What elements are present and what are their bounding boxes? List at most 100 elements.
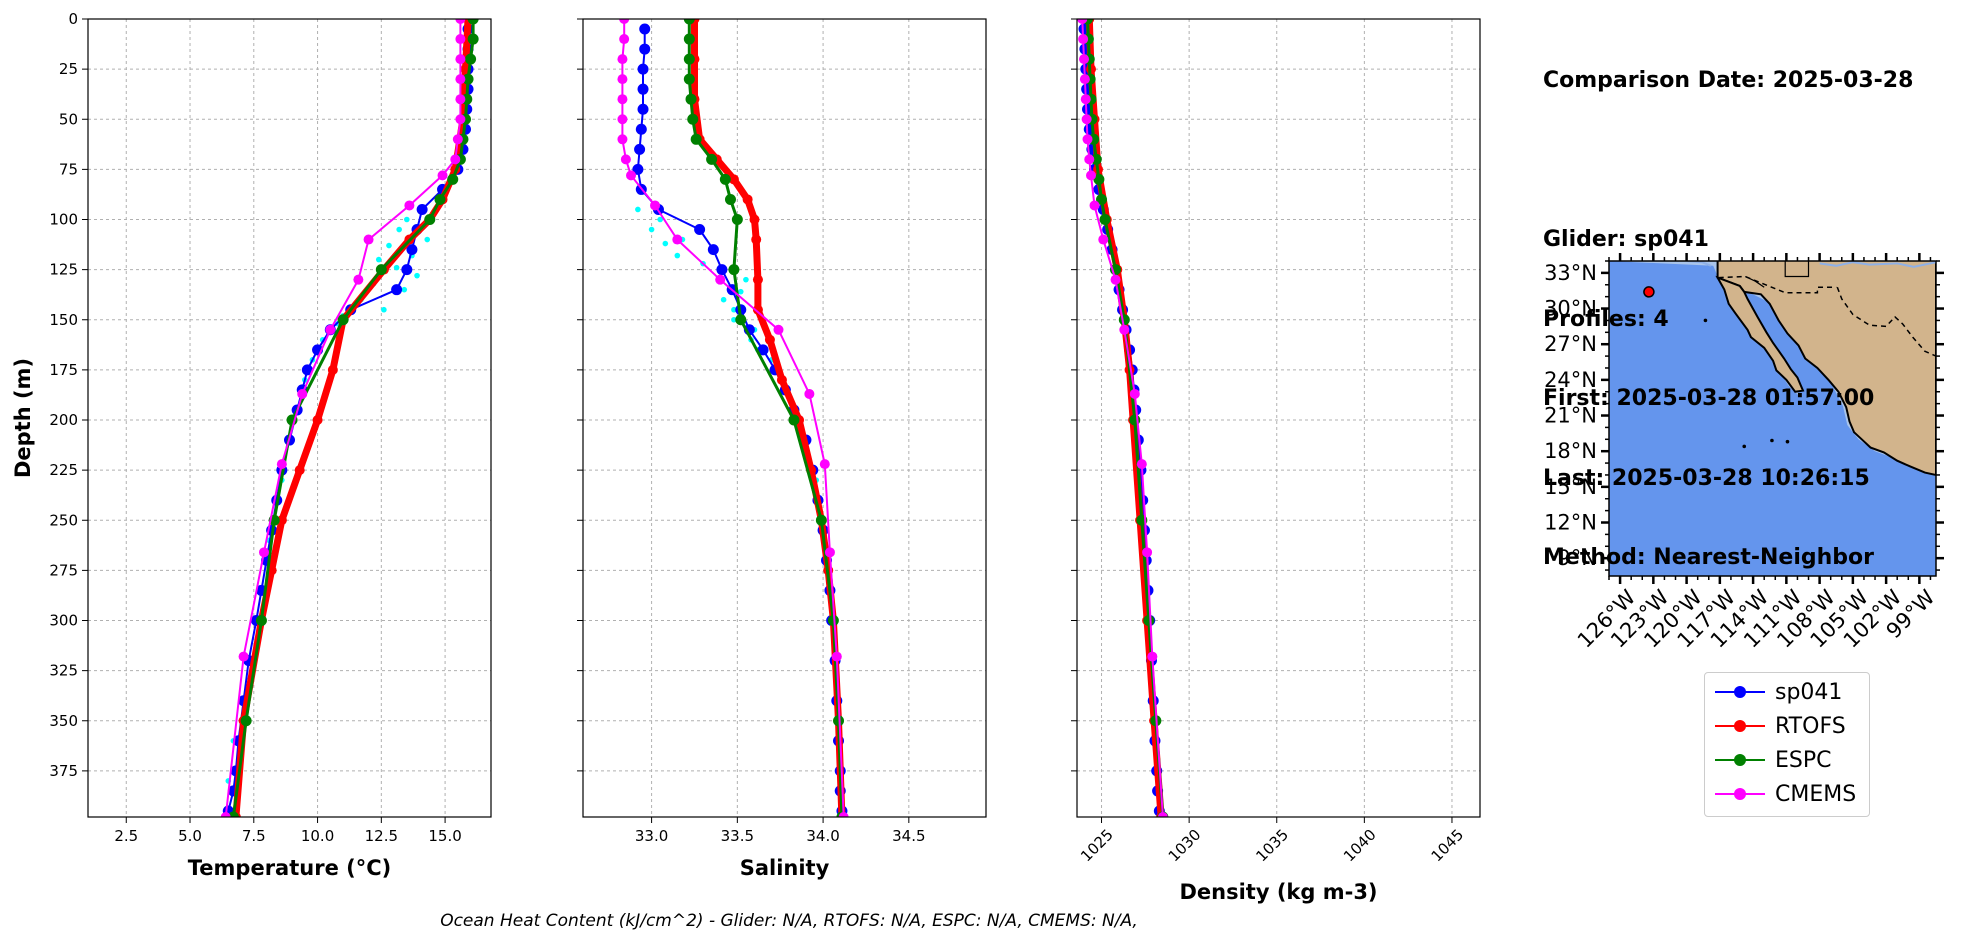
legend-label-espc: ESPC: [1775, 747, 1832, 773]
salinity-rtofs-point: [751, 234, 762, 245]
salinity-espc-point: [724, 193, 736, 205]
salinity-cmems-point: [672, 234, 683, 245]
salinity-cmems-point: [838, 812, 849, 817]
map-lat-label: 30°N: [1544, 297, 1597, 321]
density-cmems-point: [1089, 200, 1100, 211]
international-border: [1718, 275, 1837, 294]
legend-swatch-sp041: [1715, 682, 1765, 702]
density-cmems-point: [1157, 812, 1168, 817]
legend: sp041 RTOFS ESPC CMEMS: [1704, 672, 1870, 817]
temperature-cmems-point: [238, 651, 249, 662]
density-tick-label: 1045: [1428, 826, 1468, 866]
salinity-tick-label: 33.0: [635, 827, 668, 845]
temperature-rtofs-line: [232, 19, 472, 817]
temperature-tick-label: 10.0: [301, 827, 334, 845]
density-rtofs-line: [1085, 19, 1165, 817]
depth-tick-label: 225: [49, 461, 78, 479]
map-lat-label: 12°N: [1544, 511, 1597, 535]
depth-tick-label: 125: [49, 261, 78, 279]
map-lat-label: 9°N: [1557, 546, 1597, 570]
salinity-rtofs-line: [691, 19, 846, 817]
temperature-sp041-point: [391, 284, 403, 296]
depth-tick-label: 175: [49, 361, 78, 379]
depth-axis-label: Depth (m): [11, 358, 35, 478]
salinity-espc-point: [788, 414, 800, 426]
depth-tick-label: 250: [49, 511, 78, 529]
temperature-tick-label: 2.5: [114, 827, 138, 845]
salinity-espc-point: [683, 53, 695, 65]
interpolation-method: Method: Nearest-Neighbor: [1543, 545, 1874, 570]
legend-swatch-rtofs: [1715, 716, 1765, 736]
density-cmems-point: [1079, 74, 1090, 85]
density-espc-point: [1099, 214, 1111, 226]
salinity-sp041-point: [707, 244, 719, 256]
temperature-cast-point: [401, 286, 408, 293]
temperature-cmems-point: [276, 459, 287, 470]
density-axes-frame: [1076, 18, 1481, 818]
salinity-rtofs-point: [764, 334, 775, 345]
island: [1770, 438, 1774, 443]
salinity-sp041-point: [716, 264, 728, 276]
temperature-espc-point: [227, 811, 239, 817]
density-cmems-point: [1080, 94, 1091, 105]
temperature-espc-point: [467, 19, 479, 25]
ocean-heat-content-caption: Ocean Heat Content (kJ/cm^2) - Glider: N…: [0, 911, 1978, 931]
depth-tick-label: 375: [49, 762, 78, 780]
depth-tick-label: 0: [68, 10, 78, 28]
temperature-cast-point: [424, 236, 431, 243]
temperature-cast-point: [386, 242, 392, 249]
salinity-espc-point: [731, 214, 743, 226]
density-data: [1077, 19, 1169, 817]
density-tick-label: 1030: [1165, 826, 1205, 866]
salinity-cast-point: [674, 252, 681, 259]
temperature-espc-line: [231, 19, 475, 817]
salinity-cmems-point: [831, 651, 842, 662]
temperature-rtofs-point: [327, 364, 338, 375]
temperature-rtofs-point: [276, 515, 287, 526]
temperature-espc-point: [434, 193, 446, 205]
legend-label-rtofs: RTOFS: [1775, 713, 1846, 739]
legend-label-cmems: CMEMS: [1775, 781, 1857, 807]
legend-item-rtofs: RTOFS: [1715, 709, 1846, 743]
density-cmems-point: [1142, 547, 1153, 558]
density-cmems-point: [1077, 19, 1088, 24]
density-cmems-point: [1110, 274, 1121, 285]
map-lat-label: 18°N: [1544, 439, 1597, 463]
temperature-cast-point: [375, 256, 382, 263]
density-cmems-point: [1129, 388, 1140, 399]
depth-tick-label: 75: [59, 160, 78, 178]
salinity-cast-point: [720, 296, 727, 303]
map-lat-label: 21°N: [1544, 404, 1597, 428]
salinity-rtofs-point: [742, 194, 753, 205]
density-panel: 1025 1030 1035 1040 1045 Density (kg m-3): [1071, 18, 1481, 904]
temperature-espc-point: [447, 173, 459, 185]
density-cmems-point: [1079, 54, 1090, 65]
density-tick-label: 1040: [1340, 826, 1380, 866]
temperature-cmems-point: [455, 54, 466, 65]
density-espc-point: [1143, 615, 1155, 627]
salinity-espc-point: [719, 173, 731, 185]
state-border-dashed: [1836, 286, 1936, 357]
salinity-cmems-point: [619, 34, 630, 45]
salinity-cast-point: [731, 306, 737, 313]
island: [1785, 439, 1790, 444]
legend-swatch-espc: [1715, 750, 1765, 770]
glider-name: Glider: sp041: [1543, 227, 1709, 252]
salinity-sp041-point: [632, 163, 644, 175]
temperature-cast-point: [404, 216, 410, 223]
temperature-sp041-point: [416, 203, 428, 215]
salinity-rtofs-point: [776, 374, 787, 385]
temperature-cmems-point: [455, 34, 466, 45]
salinity-cmems-point: [617, 74, 628, 85]
salinity-espc-point: [827, 615, 839, 627]
baja-peninsula: [1715, 275, 1805, 393]
temperature-cmems-point: [455, 114, 466, 125]
temperature-cmems-point: [353, 274, 364, 285]
salinity-cmems-point: [824, 547, 835, 558]
salinity-rtofs-point: [728, 174, 739, 185]
salinity-sp041-point: [637, 83, 649, 95]
glider-location-map: 33°N30°N27°N24°N21°N18°N15°N12°N9°N126°W…: [1544, 253, 1944, 653]
salinity-espc-point: [687, 113, 699, 125]
salinity-data: [617, 19, 849, 817]
legend-item-cmems: CMEMS: [1715, 777, 1856, 811]
